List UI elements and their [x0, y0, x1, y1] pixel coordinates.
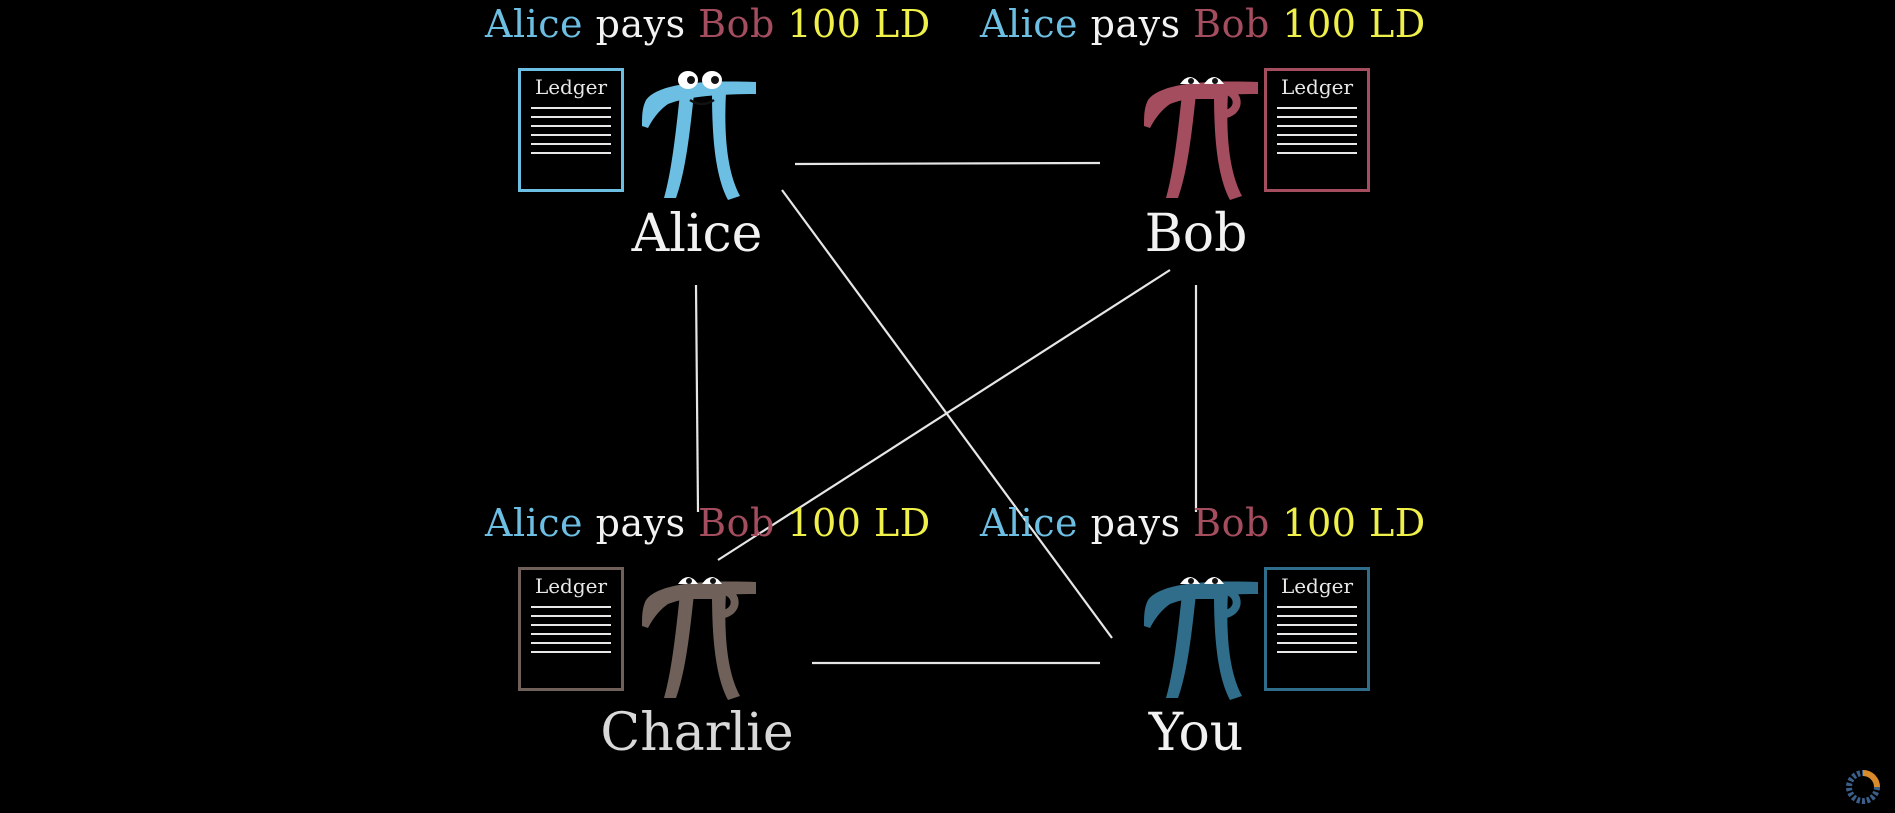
message-verb: pays	[1090, 2, 1181, 46]
ledger-icon: Ledger	[518, 567, 624, 691]
pi-creature-bob-icon	[1144, 77, 1258, 200]
message-you: Alice pays Bob 100 LD	[980, 501, 1426, 545]
message-to: Bob	[698, 2, 775, 46]
ledger-icon: Ledger	[518, 68, 624, 192]
ledger-title: Ledger	[534, 75, 608, 99]
ledger-title: Ledger	[534, 574, 608, 598]
loading-spinner-icon	[1846, 770, 1880, 804]
pi-creature-charlie-icon	[642, 577, 756, 700]
message-from: Alice	[485, 501, 584, 545]
message-from: Alice	[485, 2, 584, 46]
pi-creature-you-icon	[1144, 577, 1258, 700]
message-amount: 100 LD	[1282, 2, 1426, 46]
ledger-icon: Ledger	[1264, 567, 1370, 691]
message-alice: Alice pays Bob 100 LD	[485, 2, 931, 46]
edge-bob-charlie	[717, 269, 1171, 561]
message-verb: pays	[595, 501, 686, 545]
message-amount: 100 LD	[787, 2, 931, 46]
ledger-title: Ledger	[1280, 574, 1354, 598]
message-verb: pays	[1090, 501, 1181, 545]
message-bob: Alice pays Bob 100 LD	[980, 2, 1426, 46]
message-amount: 100 LD	[1282, 501, 1426, 545]
message-charlie: Alice pays Bob 100 LD	[485, 501, 931, 545]
message-verb: pays	[595, 2, 686, 46]
message-to: Bob	[1193, 2, 1270, 46]
ledger-icon: Ledger	[1264, 68, 1370, 192]
node-name-you: You	[1148, 703, 1244, 763]
message-to: Bob	[698, 501, 775, 545]
node-name-alice: Alice	[631, 204, 763, 264]
message-to: Bob	[1193, 501, 1270, 545]
message-amount: 100 LD	[787, 501, 931, 545]
node-name-bob: Bob	[1144, 204, 1248, 264]
ledger-title: Ledger	[1280, 75, 1354, 99]
pi-creature-alice-icon	[642, 71, 756, 200]
edge-alice-bob	[794, 161, 1101, 166]
node-name-charlie: Charlie	[600, 703, 794, 763]
message-from: Alice	[980, 2, 1079, 46]
edge-alice-charlie	[694, 284, 700, 513]
message-from: Alice	[980, 501, 1079, 545]
